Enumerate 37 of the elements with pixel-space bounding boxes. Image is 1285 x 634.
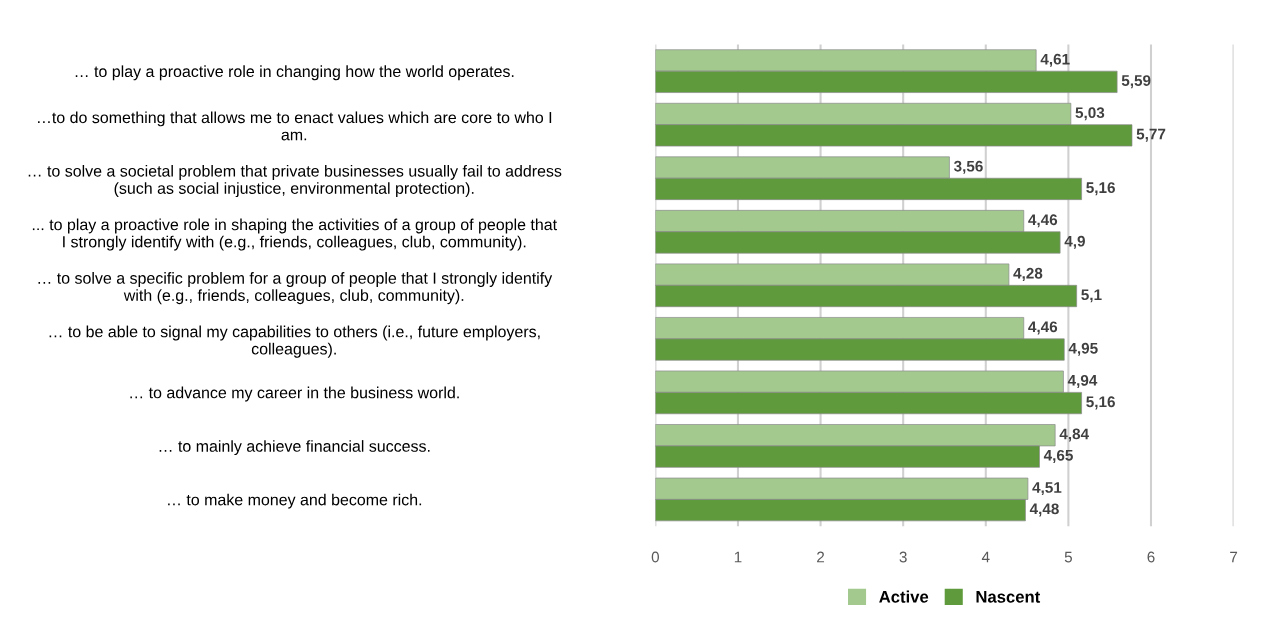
data-label: 4,46 <box>1028 321 1058 335</box>
y-tick-label: … to make money and become rich. <box>168 493 422 509</box>
data-label: 4,46 <box>1028 214 1058 228</box>
data-label: 4,51 <box>1032 482 1062 496</box>
data-label: 5,16 <box>1086 396 1115 410</box>
x-tick-label: 7 <box>1230 551 1238 563</box>
data-label: 5,03 <box>1075 107 1105 121</box>
y-tick-label: … to solve a specific problem for a group of people that I strongly identify with (e.g., friends, colleagues, club, community). <box>38 272 553 305</box>
data-label: 5,77 <box>1136 128 1166 142</box>
y-tick-label: … to solve a societal problem that private businesses usually fail to address (such as social injustice, environmental protection). <box>28 164 562 198</box>
x-tick-label: 6 <box>1147 551 1155 563</box>
y-tick-label: … to mainly achieve financial success. <box>159 440 430 456</box>
data-label: 4,28 <box>1013 267 1043 281</box>
data-label: 4,48 <box>1029 503 1059 517</box>
y-tick-label: …to do something that allows me to enact values which are core to who I am. <box>38 111 552 141</box>
data-label: 4,65 <box>1043 449 1073 463</box>
y-tick-label: … to be able to signal my capabilities to others (i.e., future employers, colleagues). <box>49 325 540 358</box>
x-tick-label: 4 <box>981 551 990 563</box>
data-label: 4,61 <box>1040 53 1070 67</box>
y-tick-label: ... to play a proactive role in shaping the activities of a group of people that I strongly identify with (e.g., friends, colleagues, club, community). <box>32 218 557 251</box>
data-label: 3,56 <box>953 160 983 174</box>
x-tick-label: 5 <box>1064 551 1072 563</box>
x-tick-label: 3 <box>899 551 907 563</box>
x-tick-label: 2 <box>817 551 825 563</box>
data-label: 4,95 <box>1068 342 1098 356</box>
legend-label: Active <box>879 590 929 603</box>
data-label: 4,9 <box>1064 235 1085 249</box>
y-tick-label: … to advance my career in the business world. <box>130 386 459 402</box>
data-label: 5,1 <box>1081 289 1102 303</box>
x-tick-label: 0 <box>651 551 659 563</box>
y-tick-label: … to play a proactive role in changing how the world operates. <box>75 65 514 81</box>
data-label: 5,16 <box>1086 182 1115 196</box>
data-label: 4,84 <box>1059 428 1089 442</box>
data-label: 5,59 <box>1121 75 1151 89</box>
data-label: 4,94 <box>1067 374 1098 388</box>
legend-label: Nascent <box>976 591 1041 603</box>
x-tick-label: 1 <box>734 551 742 563</box>
